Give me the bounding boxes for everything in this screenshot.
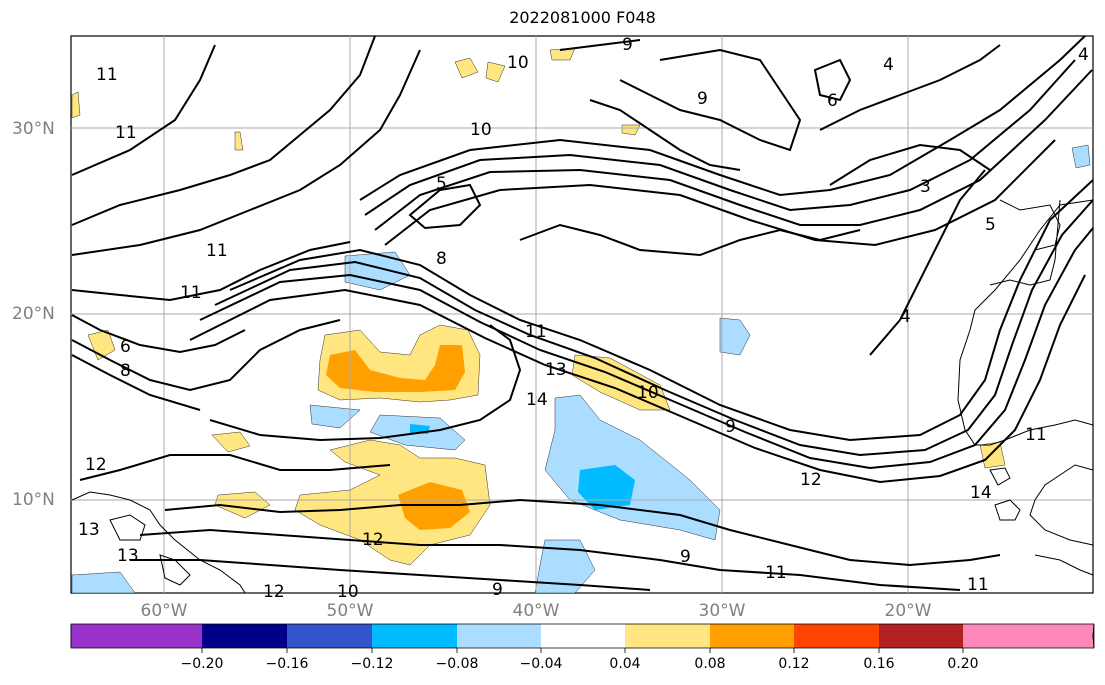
lon-label-40w: 40°W — [512, 601, 560, 621]
colorbar-tick: −0.08 — [435, 656, 479, 672]
contour-label: 12 — [362, 530, 384, 550]
colorbar-tick: −0.20 — [180, 656, 224, 672]
contour-label: 14 — [526, 390, 548, 410]
contour-label: 9 — [725, 417, 736, 437]
contour-label: 14 — [970, 483, 992, 503]
lon-label-60w: 60°W — [140, 601, 188, 621]
contour-label: 11 — [206, 241, 228, 261]
contour-label: 10 — [507, 53, 529, 73]
colorbar-segment — [457, 624, 541, 648]
lon-label-50w: 50°W — [326, 601, 374, 621]
lat-label-20n: 20°N — [12, 304, 55, 324]
contour-label: 9 — [622, 35, 633, 55]
contour-label: 8 — [120, 361, 131, 381]
lat-label-10n: 10°N — [12, 490, 55, 510]
contour-label: 4 — [883, 55, 894, 75]
contour-labels: 11 11 10 9 10 9 6 4 5 8 11 13 10 9 3 5 4… — [78, 35, 1089, 602]
contour-label: 9 — [697, 89, 708, 109]
contour-label: 10 — [470, 120, 492, 140]
contour-label: 11 — [96, 65, 118, 85]
lat-label-30n: 30°N — [12, 119, 55, 139]
colorbar — [70, 623, 1095, 653]
contour-label: 12 — [263, 582, 285, 602]
contour-label: 3 — [920, 177, 931, 197]
contour-label: 8 — [436, 249, 447, 269]
colorbar-segment — [541, 624, 625, 648]
contour-label: 10 — [337, 582, 359, 602]
contour-label: 13 — [78, 520, 100, 540]
colorbar-segment — [879, 624, 963, 648]
colorbar-segment — [625, 624, 710, 648]
contour-label: 11 — [765, 563, 787, 583]
colorbar-tick: 0.08 — [694, 656, 726, 672]
colorbar-tick: −0.16 — [265, 656, 309, 672]
colorbar-segment — [287, 624, 372, 648]
colorbar-tick: 0.12 — [778, 656, 810, 672]
colorbar-tick: −0.12 — [350, 656, 394, 672]
contour-label: 13 — [117, 546, 139, 566]
coastlines — [71, 199, 1094, 594]
contour-label: 5 — [436, 174, 447, 194]
contour-label: 11 — [1025, 425, 1047, 445]
colorbar-tick: 0.04 — [609, 656, 641, 672]
contour-label: 13 — [545, 360, 567, 380]
colorbar-outline — [70, 623, 1095, 649]
contour-label: 9 — [492, 580, 503, 600]
contour-label: 12 — [85, 455, 107, 475]
contour-label: 11 — [115, 123, 137, 143]
colorbar-segment — [710, 624, 794, 648]
map-title: 2022081000 F048 — [509, 8, 656, 27]
contour-label: 11 — [967, 575, 989, 595]
lon-label-30w: 30°W — [698, 601, 746, 621]
lon-label-20w: 20°W — [884, 601, 932, 621]
colorbar-tick: 0.20 — [947, 656, 979, 672]
colorbar-segment — [71, 624, 203, 648]
colorbar-segment — [372, 624, 457, 648]
contour-label: 11 — [180, 283, 202, 303]
contour-label: 10 — [637, 383, 659, 403]
colorbar-segment — [202, 624, 287, 648]
contour-label: 12 — [800, 470, 822, 490]
contour-label: 6 — [827, 91, 838, 111]
graticule — [71, 36, 1093, 593]
colorbar-segment — [794, 624, 879, 648]
contour-label: 4 — [900, 307, 911, 327]
shaded-fields — [71, 47, 1091, 594]
contour-label: 9 — [680, 547, 691, 567]
contour-label: 5 — [985, 215, 996, 235]
contour-label: 4 — [1078, 45, 1089, 65]
contour-label: 11 — [525, 322, 547, 342]
contour-lines — [71, 35, 1094, 591]
map-panel: 11 11 10 9 10 9 6 4 5 8 11 13 10 9 3 5 4… — [70, 35, 1094, 602]
contour-label: 6 — [120, 337, 131, 357]
colorbar-tick: −0.04 — [519, 656, 563, 672]
colorbar-segment — [963, 624, 1094, 648]
colorbar-tick: 0.16 — [863, 656, 895, 672]
